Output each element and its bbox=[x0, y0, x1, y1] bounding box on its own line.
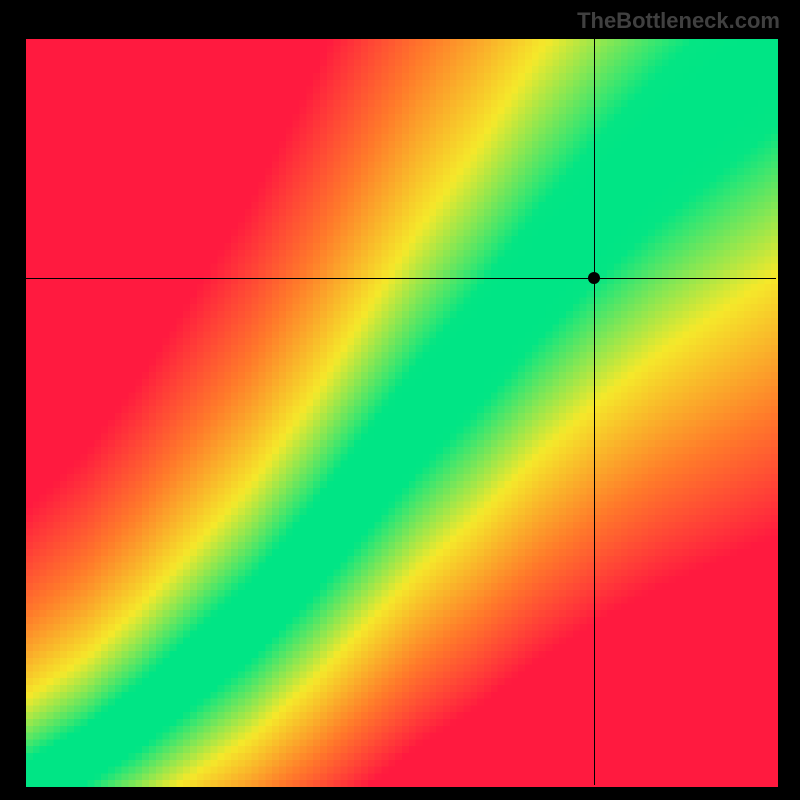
heatmap-canvas bbox=[26, 39, 778, 787]
crosshair-marker bbox=[588, 272, 600, 284]
crosshair-horizontal bbox=[26, 278, 776, 279]
plot-area bbox=[25, 38, 777, 786]
attribution-text: TheBottleneck.com bbox=[577, 8, 780, 34]
chart-container: TheBottleneck.com bbox=[0, 0, 800, 800]
crosshair-vertical bbox=[594, 39, 595, 785]
